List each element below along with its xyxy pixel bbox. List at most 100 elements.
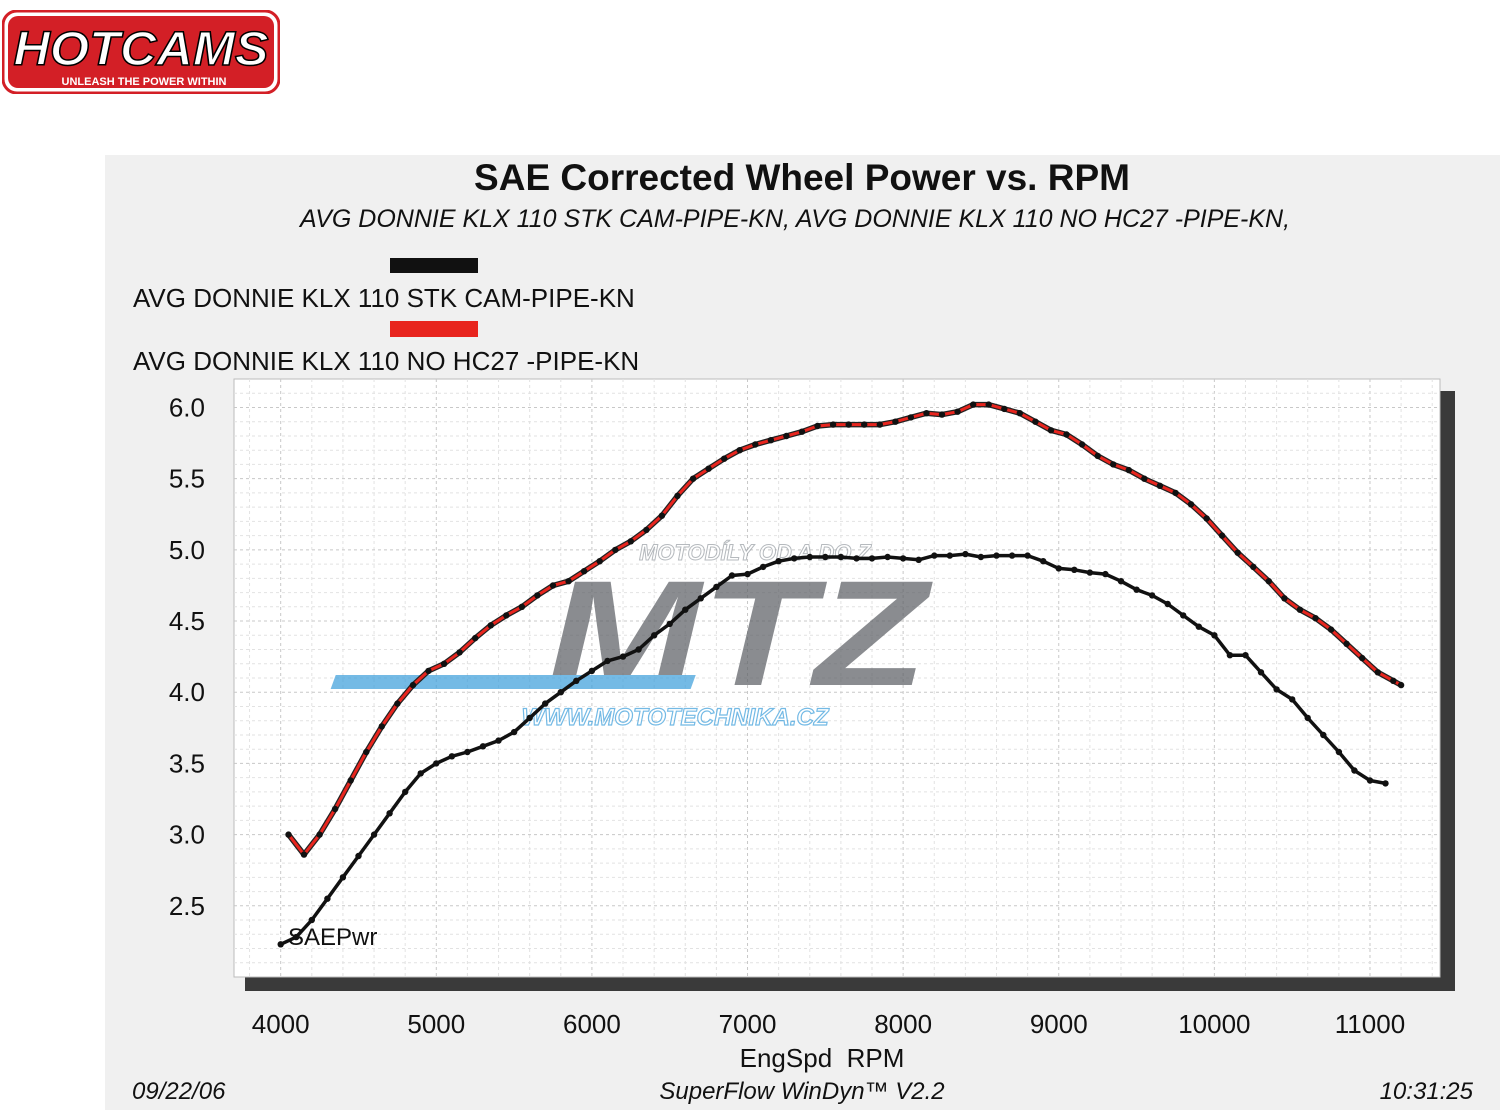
x-tick-label: 8000 [874, 1009, 932, 1039]
hotcams-logo: HOTCAMS UNLEASH THE POWER WITHIN [2, 10, 280, 94]
data-point [1040, 558, 1047, 565]
plot-grid [234, 379, 1440, 977]
data-point [1001, 405, 1008, 413]
data-point [1359, 654, 1366, 662]
data-point [588, 667, 596, 675]
y-axis-label: SAEPwr [288, 924, 377, 951]
data-point [977, 553, 985, 561]
data-point [1304, 714, 1311, 722]
logo-tagline-text: UNLEASH THE POWER WITHIN [62, 76, 227, 88]
data-point [300, 851, 308, 858]
data-point [596, 558, 603, 565]
data-point [448, 753, 456, 760]
data-point [1008, 552, 1016, 559]
data-point [331, 805, 339, 813]
data-point [1016, 410, 1023, 417]
watermark-url: WWW.MOTOTECHNIKA.CZ [521, 704, 829, 731]
data-point [1390, 677, 1397, 684]
data-point [1141, 475, 1148, 482]
data-point [378, 723, 385, 730]
dyno-chart: SAE Corrected Wheel Power vs. RPM AVG DO… [132, 157, 1474, 1105]
y-tick-label: 5.0 [169, 535, 205, 565]
data-point [503, 612, 510, 619]
y-tick-label: 6.0 [169, 392, 205, 422]
data-point [293, 933, 300, 941]
data-point [689, 475, 697, 482]
data-point [775, 558, 782, 565]
legend-label-red: AVG DONNIE KLX 110 NO HC27 -PIPE-KN [133, 346, 639, 376]
data-point [884, 553, 891, 561]
y-tick-label: 2.5 [169, 891, 205, 921]
x-tick-label: 10000 [1178, 1009, 1250, 1039]
data-point [1047, 427, 1055, 434]
legend-swatch-red [390, 321, 478, 337]
mtz-watermark: MOTODÍLY OD A DO Z MTZ WWW.MOTOTECHNIKA.… [330, 540, 934, 732]
data-point [892, 418, 899, 425]
data-point [868, 555, 876, 562]
data-point [526, 714, 533, 722]
data-point [417, 770, 424, 777]
y-tick-labels: 6.0 5.5 5.0 4.5 4.0 3.5 3.0 2.5 [169, 392, 205, 920]
data-point [643, 526, 650, 534]
x-tick-label: 6000 [563, 1009, 621, 1039]
data-point [472, 634, 479, 642]
data-point [1242, 652, 1249, 659]
data-point [1265, 578, 1273, 585]
data-point [938, 411, 946, 418]
legend-label-black: AVG DONNIE KLX 110 STK CAM-PIPE-KN [133, 283, 635, 313]
data-point [658, 512, 666, 519]
data-point [433, 760, 440, 767]
data-point [744, 570, 751, 578]
y-tick-label: 4.5 [169, 606, 205, 636]
chart-title: SAE Corrected Wheel Power vs. RPM [474, 157, 1130, 198]
data-point [425, 667, 432, 675]
data-point [713, 583, 720, 591]
data-point [308, 916, 315, 924]
data-point [798, 428, 806, 435]
data-point [752, 441, 759, 448]
data-point [456, 649, 463, 656]
data-point [1187, 501, 1195, 508]
data-point [907, 414, 915, 421]
data-point [1024, 552, 1031, 559]
watermark-stripe [330, 675, 696, 689]
data-point [542, 700, 549, 707]
data-point [479, 743, 487, 750]
data-point [347, 777, 354, 784]
data-point [946, 552, 953, 559]
data-point [510, 728, 518, 736]
data-point [1366, 777, 1374, 784]
chart-subtitle: AVG DONNIE KLX 110 STK CAM-PIPE-KN, AVG … [298, 205, 1290, 233]
x-tick-labels: 4000 5000 6000 7000 8000 9000 10000 11000 [252, 1009, 1405, 1039]
data-point [1397, 681, 1405, 689]
data-point [1320, 731, 1327, 739]
data-point [1164, 600, 1171, 608]
data-point [464, 748, 471, 756]
data-point [1281, 595, 1288, 602]
data-point [721, 455, 728, 462]
data-point [837, 553, 845, 561]
watermark-top-text: MOTODÍLY OD A DO Z [639, 540, 872, 565]
dyno-chart-panel: SAE Corrected Wheel Power vs. RPM AVG DO… [105, 155, 1500, 1110]
data-point [829, 421, 837, 428]
data-point [985, 401, 992, 408]
data-point [409, 681, 417, 689]
data-point [923, 410, 930, 417]
data-point [402, 788, 409, 796]
data-point [580, 568, 588, 575]
series-no-hc27 [285, 401, 1405, 858]
data-point [1078, 441, 1086, 448]
data-point [1226, 652, 1234, 659]
data-point [1327, 626, 1335, 633]
data-point [1203, 515, 1210, 522]
data-point [1312, 615, 1319, 622]
data-point [635, 646, 642, 653]
data-point [759, 563, 767, 571]
data-point [324, 895, 331, 902]
data-point [394, 700, 401, 707]
data-point [1289, 696, 1296, 703]
x-axis-label: EngSpd RPM [740, 1043, 905, 1073]
data-point [1273, 686, 1280, 693]
y-tick-label: 3.0 [169, 820, 205, 850]
data-point [899, 555, 907, 562]
